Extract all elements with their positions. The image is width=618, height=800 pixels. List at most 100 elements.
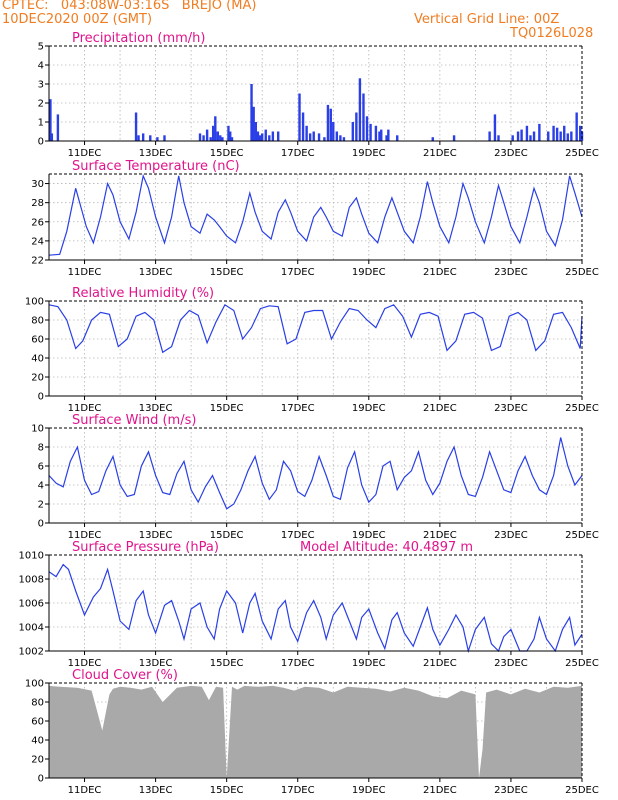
x-tick-label: 17DEC (281, 530, 315, 541)
series-line (48, 173, 583, 256)
precip-bar (227, 125, 230, 141)
precip-bar (351, 122, 355, 141)
y-tick-label: 5 (38, 42, 44, 53)
y-tick-label: 0 (38, 392, 44, 403)
x-tick-label: 19DEC (352, 267, 386, 278)
y-tick-label: 100 (25, 679, 44, 690)
precip-bar (342, 137, 346, 141)
precip-bar (268, 135, 271, 141)
precip-bar (261, 133, 264, 141)
precip-bar (362, 93, 365, 141)
precip-bar (276, 131, 280, 141)
y-tick-label: 60 (31, 717, 44, 728)
precip-bar (538, 123, 541, 141)
x-tick-label: 25DEC (565, 403, 599, 414)
y-tick-label: 1010 (19, 551, 44, 562)
panel-title: Precipitation (mm/h) (72, 31, 205, 46)
header-location: CPTEC: 043:08W-03:16S BREJO (MA) (2, 0, 257, 13)
y-tick-label: 100 (25, 297, 44, 308)
x-tick-label: 23DEC (494, 267, 528, 278)
header-run-time: 10DEC2020 00Z (GMT) (2, 12, 153, 27)
y-tick-label: 60 (31, 335, 44, 346)
precip-bar (326, 104, 330, 141)
precip-bar (271, 131, 275, 141)
precip-bar (317, 133, 321, 141)
precip-bar (156, 137, 159, 141)
precip-bar (258, 135, 262, 141)
x-tick-label: 11DEC (68, 267, 102, 278)
x-tick-label: 13DEC (139, 530, 173, 541)
precip-bar (329, 108, 332, 141)
y-tick-label: 0 (38, 519, 44, 530)
y-tick-label: 40 (31, 354, 44, 365)
precip-bar (301, 112, 305, 141)
x-tick-label: 17DEC (281, 403, 315, 414)
panel-5: 1002 1004 1006 1008 1010 11DEC 13DEC 15DEC 17DEC… (19, 540, 599, 669)
panel-1: 0 1 2 3 4 5 11DEC 13DEC 15DEC 17DEC 19DEC 21DEC 23DE… (38, 31, 599, 159)
x-tick-label: 17DEC (281, 658, 315, 669)
panel-2: 22 24 26 28 30 11DEC 13DEC 15DEC 17DEC 19DEC 21DEC… (31, 159, 599, 278)
x-tick-label: 13DEC (139, 658, 173, 669)
precip-bar (563, 125, 566, 141)
precip-bar (264, 129, 267, 141)
precip-bar (387, 129, 390, 141)
x-tick-label: 13DEC (139, 403, 173, 414)
x-tick-label: 17DEC (281, 267, 315, 278)
y-tick-label: 6 (38, 462, 44, 473)
cloud-cover-area (49, 685, 582, 778)
precip-bar (552, 125, 555, 141)
x-tick-label: 21DEC (423, 267, 457, 278)
header-grid-note: Vertical Grid Line: 00Z (414, 12, 560, 27)
x-tick-label: 21DEC (423, 785, 457, 796)
y-tick-label: 3 (38, 80, 44, 91)
precip-bar (256, 131, 260, 141)
x-tick-label: 23DEC (494, 530, 528, 541)
precip-bar (254, 122, 258, 141)
precip-bar (230, 137, 234, 141)
series-line (48, 563, 583, 654)
y-tick-label: 4 (38, 61, 44, 72)
precip-bar (525, 125, 529, 141)
x-tick-label: 15DEC (210, 403, 244, 414)
y-tick-label: 2 (38, 500, 44, 511)
precip-bar (209, 137, 212, 141)
x-tick-label: 11DEC (68, 148, 102, 159)
y-tick-label: 1 (38, 118, 44, 129)
x-tick-label: 17DEC (281, 785, 315, 796)
y-tick-label: 80 (31, 316, 44, 327)
x-tick-label: 17DEC (281, 148, 315, 159)
x-tick-label: 23DEC (494, 148, 528, 159)
precip-bar (378, 131, 381, 141)
precip-bar (323, 137, 326, 141)
y-tick-label: 20 (31, 755, 44, 766)
precip-bar (298, 93, 301, 141)
precip-bar (559, 131, 562, 141)
precip-bar (488, 131, 491, 141)
precip-bar (50, 133, 54, 141)
precip-bar (163, 135, 166, 141)
precip-bar (385, 135, 388, 141)
precip-bar (137, 135, 140, 141)
y-tick-label: 80 (31, 698, 44, 709)
y-tick-label: 1004 (19, 623, 44, 634)
x-tick-label: 25DEC (565, 148, 599, 159)
x-tick-label: 13DEC (139, 148, 173, 159)
precip-bar (214, 116, 217, 141)
precip-bar (229, 131, 232, 141)
precip-bar (374, 125, 378, 141)
precip-bar (332, 122, 335, 141)
x-tick-label: 13DEC (139, 267, 173, 278)
x-tick-label: 19DEC (352, 530, 386, 541)
precip-bar (308, 133, 312, 141)
precip-bar (134, 112, 138, 141)
precip-bar (205, 129, 209, 141)
x-tick-label: 15DEC (210, 530, 244, 541)
x-tick-label: 11DEC (68, 530, 102, 541)
y-tick-label: 20 (31, 373, 44, 384)
x-tick-label: 19DEC (352, 785, 386, 796)
precip-bar (365, 116, 369, 141)
x-tick-label: 19DEC (352, 658, 386, 669)
x-tick-label: 23DEC (494, 403, 528, 414)
y-tick-label: 1006 (19, 599, 44, 610)
